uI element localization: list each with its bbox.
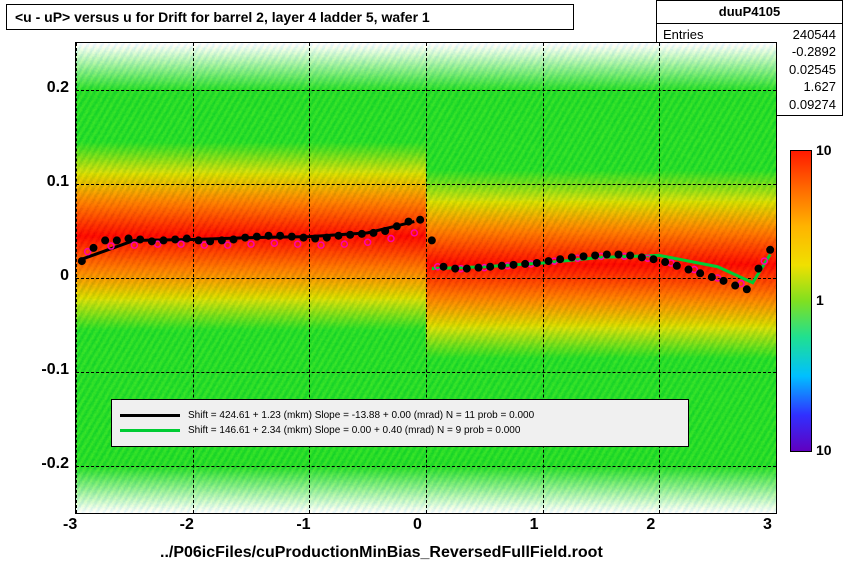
plot-title: <u - uP> versus u for Drift for barrel 2… <box>6 4 574 30</box>
stats-value: -0.2892 <box>792 43 836 61</box>
legend-swatch <box>120 414 180 417</box>
colorbar-tick-label: 10 <box>816 442 832 458</box>
grid-line-v <box>776 43 777 513</box>
legend-swatch <box>120 429 180 432</box>
stats-label: Entries <box>663 26 703 44</box>
grid-line-v <box>76 43 77 513</box>
source-file-path-text: ../P06icFiles/cuProductionMinBias_Revers… <box>160 544 603 561</box>
y-tick-label: 0 <box>9 267 69 285</box>
fit-legend: Shift = 424.61 + 1.23 (mkm) Slope = -13.… <box>111 399 689 447</box>
x-tick-label: -3 <box>63 516 77 534</box>
source-file-path: ../P06icFiles/cuProductionMinBias_Revers… <box>160 544 603 562</box>
plot-title-text: <u - uP> versus u for Drift for barrel 2… <box>15 9 430 25</box>
plot-area: Shift = 424.61 + 1.23 (mkm) Slope = -13.… <box>75 42 777 514</box>
legend-text: Shift = 424.61 + 1.23 (mkm) Slope = -13.… <box>188 410 534 421</box>
x-tick-label: -1 <box>296 516 310 534</box>
colorbar-tick-label: 1 <box>816 292 824 308</box>
stats-row: Entries 240544 <box>663 26 836 44</box>
stats-value: 0.02545 <box>789 61 836 79</box>
stats-name: duuP4105 <box>657 1 842 24</box>
legend-row: Shift = 424.61 + 1.23 (mkm) Slope = -13.… <box>120 410 680 421</box>
y-tick-label: -0.2 <box>9 455 69 473</box>
legend-row: Shift = 146.61 + 2.34 (mkm) Slope = 0.00… <box>120 425 680 436</box>
y-tick-label: 0.2 <box>9 79 69 97</box>
legend-text: Shift = 146.61 + 2.34 (mkm) Slope = 0.00… <box>188 425 520 436</box>
x-tick-label: 2 <box>646 516 655 534</box>
stats-value: 0.09274 <box>789 96 836 114</box>
stats-value: 1.627 <box>803 78 836 96</box>
y-tick-label: -0.1 <box>9 361 69 379</box>
stats-value: 240544 <box>793 26 836 44</box>
colorbar-tick-label: 10 <box>816 142 832 158</box>
x-tick-label: -2 <box>180 516 194 534</box>
x-tick-label: 3 <box>763 516 772 534</box>
colorbar <box>790 150 812 452</box>
x-tick-label: 0 <box>413 516 422 534</box>
x-tick-label: 1 <box>530 516 539 534</box>
y-tick-label: 0.1 <box>9 173 69 191</box>
